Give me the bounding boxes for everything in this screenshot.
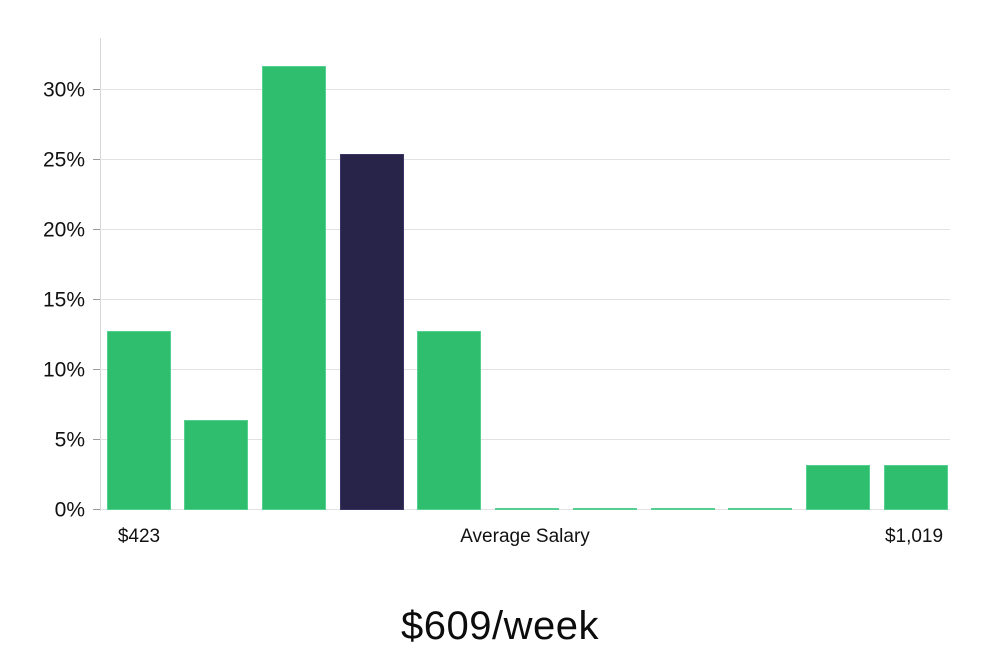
gridline [100, 88, 950, 90]
x-label-min-salary: $423 [117, 526, 161, 547]
bar-salary-bucket [184, 420, 249, 510]
y-tick-mark [93, 368, 100, 370]
y-tick-mark [93, 298, 100, 300]
y-tick-mark [93, 158, 100, 160]
bar-salary-bucket [495, 508, 560, 510]
bar-salary-bucket [261, 66, 326, 510]
bar-salary-bucket [806, 465, 871, 510]
y-tick-mark [93, 439, 100, 440]
x-axis-title: Average Salary [460, 526, 590, 547]
y-tick-label: 20% [42, 218, 85, 242]
gridline [100, 228, 950, 230]
x-label-max-salary: $1,019 [884, 526, 944, 547]
bar-salary-bucket [572, 508, 637, 510]
y-axis: 0% 5% 10% 15% 20% 25% 30% [0, 38, 100, 521]
y-tick-label: 0% [54, 498, 85, 522]
y-tick-label: 30% [42, 78, 85, 102]
gridline [100, 158, 950, 160]
y-tick-label: 5% [54, 428, 85, 452]
y-tick-label: 10% [42, 358, 85, 382]
y-tick-mark [93, 509, 100, 510]
bar-salary-bucket [417, 331, 482, 510]
y-axis-line [100, 38, 101, 511]
x-axis-labels: $423 Average Salary $1,019 [0, 526, 1000, 556]
y-tick-label: 15% [42, 288, 85, 312]
y-tick-label: 25% [42, 148, 85, 172]
bar-average-salary-bucket [339, 154, 404, 510]
average-salary-title: $609/week [401, 604, 599, 648]
bar-salary-bucket [728, 508, 793, 510]
plot-area [100, 38, 950, 510]
y-tick-mark [93, 88, 100, 90]
gridline [100, 439, 950, 440]
bar-salary-bucket [106, 331, 171, 510]
bar-salary-bucket [650, 508, 715, 510]
bar-salary-bucket [883, 465, 948, 510]
gridline [100, 298, 950, 300]
gridline [100, 368, 950, 370]
y-tick-mark [93, 228, 100, 230]
